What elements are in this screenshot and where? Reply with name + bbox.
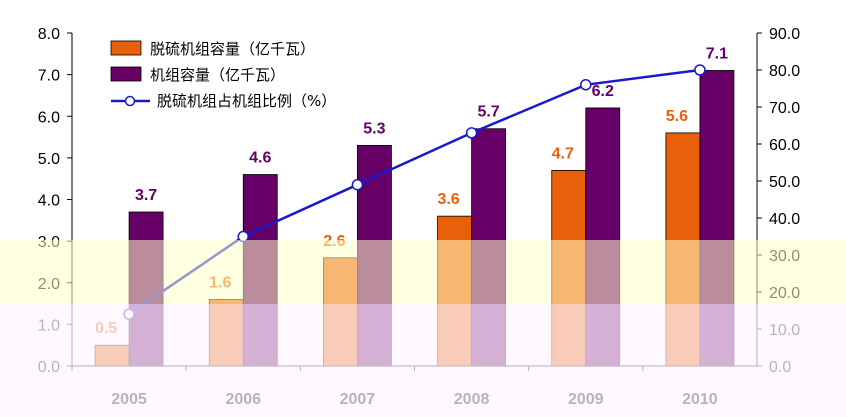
ratio-point: [351, 178, 364, 191]
data-label-desulfurization-capacity: 4.7: [552, 145, 574, 162]
y-right-tick-label: 80.0: [769, 63, 800, 80]
data-label-unit-capacity: 3.7: [135, 187, 157, 204]
y-right-tick-label: 60.0: [769, 137, 800, 154]
legend: 脱硫机组容量（亿千瓦） 机组容量（亿千瓦） 脱硫机组占机组比例（%）: [110, 40, 336, 110]
y-left-tick-label: 8.0: [38, 26, 60, 43]
data-label-desulfurization-capacity: 3.6: [437, 191, 459, 208]
data-label-desulfurization-capacity: 5.6: [666, 108, 688, 125]
ratio-point: [580, 79, 592, 91]
y-right-tick-label: 90.0: [769, 26, 800, 43]
y-right-tick-label: 70.0: [769, 100, 800, 117]
data-label-unit-capacity: 7.1: [706, 45, 728, 62]
ratio-point: [465, 127, 478, 139]
data-label-unit-capacity: 5.7: [477, 104, 499, 121]
data-label-unit-capacity: 4.6: [249, 150, 271, 167]
legend-swatch-unit-capacity: [110, 66, 142, 82]
legend-label-desulfurization-capacity: 脱硫机组容量（亿千瓦）: [150, 40, 315, 58]
y-right-tick-label: 50.0: [769, 174, 800, 191]
ratio-point: [694, 64, 706, 76]
data-label-unit-capacity: 6.2: [592, 83, 614, 100]
y-left-tick-label: 5.0: [38, 151, 60, 168]
y-left-tick-label: 6.0: [38, 109, 60, 126]
y-left-tick-label: 4.0: [38, 193, 60, 210]
overlay-band-yellow: [0, 240, 846, 304]
overlay-band-pink: [0, 304, 846, 417]
legend-label-ratio: 脱硫机组占机组比例（%）: [157, 92, 336, 110]
legend-label-unit-capacity: 机组容量（亿千瓦）: [150, 66, 285, 84]
legend-marker-ratio: [124, 95, 136, 107]
legend-swatch-desulfurization-capacity: [110, 40, 142, 56]
y-left-tick-label: 7.0: [38, 68, 60, 85]
data-label-unit-capacity: 5.3: [363, 120, 385, 137]
y-right-tick-label: 40.0: [769, 211, 800, 228]
